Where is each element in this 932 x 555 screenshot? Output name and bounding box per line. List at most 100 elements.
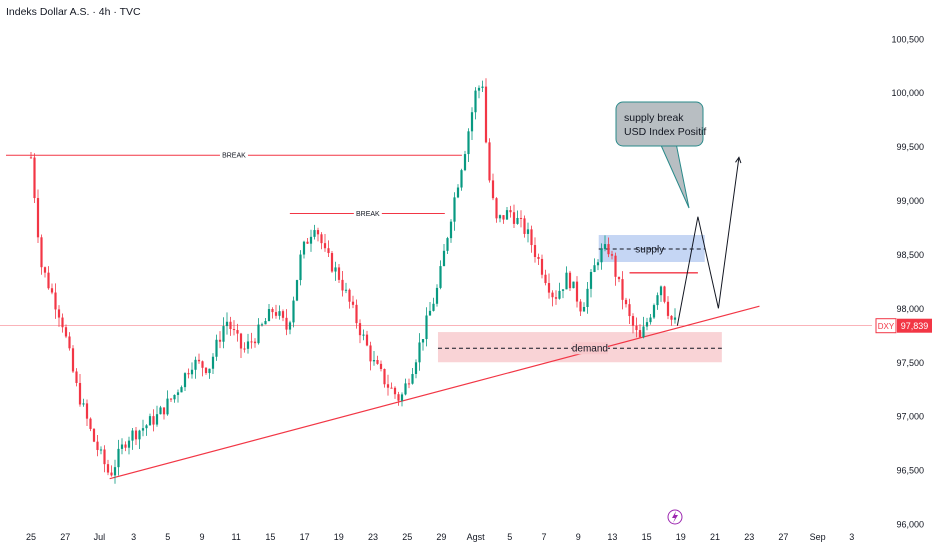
candle (89, 417, 92, 432)
candle-body (666, 301, 670, 316)
candle-body (288, 322, 292, 330)
candle-body (463, 154, 467, 171)
candle-body (523, 218, 526, 234)
candle-body (586, 288, 589, 307)
candle-body (386, 384, 390, 388)
candle (155, 405, 159, 427)
candle-body (484, 86, 488, 143)
candle (54, 283, 57, 319)
candle-body (281, 311, 285, 318)
candle-body (428, 310, 432, 316)
candle-body (29, 157, 33, 159)
candle-body (71, 348, 75, 372)
chart-title: Indeks Dollar A.S. · 4h · TVC (6, 6, 141, 18)
candle-body (187, 373, 190, 375)
candle (292, 296, 295, 328)
candle (418, 333, 421, 371)
candle-body (568, 272, 572, 289)
candle (463, 150, 467, 172)
candle (624, 297, 628, 308)
candle-body (456, 187, 460, 198)
candle-body (607, 244, 610, 255)
candle (183, 372, 187, 392)
candle-body (274, 312, 278, 316)
candle-body (145, 425, 148, 429)
y-tick-label: 99,000 (896, 196, 924, 206)
candle (78, 373, 82, 407)
candle (383, 368, 386, 388)
candle-body (264, 321, 267, 325)
x-tick-label: 3 (131, 532, 136, 542)
candle (180, 385, 183, 393)
candle (614, 252, 617, 286)
candle-body (379, 363, 383, 370)
candle (579, 299, 582, 317)
candle (425, 307, 428, 347)
candle-body (390, 387, 393, 389)
candle-body (61, 317, 64, 328)
candle-body (600, 249, 603, 263)
candle-body (372, 360, 376, 362)
candle (204, 367, 208, 375)
candle (376, 355, 379, 365)
candle-body (138, 430, 141, 440)
candle (229, 316, 232, 336)
candle-body (561, 289, 565, 291)
candle (33, 153, 36, 203)
candle (260, 322, 264, 327)
x-tick-label: 17 (300, 532, 310, 542)
candle-body (106, 464, 110, 473)
callout: supply break USD Index Positif (615, 101, 706, 209)
price-badge: DXY 97,839 (875, 318, 932, 334)
x-tick-label: 15 (642, 532, 652, 542)
break-label-2: BREAK (356, 211, 380, 218)
candle-body (670, 315, 673, 320)
candle (481, 80, 484, 93)
badge-symbol-box (875, 318, 897, 334)
candle-body (267, 309, 271, 322)
candle (281, 309, 285, 322)
candle (453, 192, 456, 231)
candle-body (218, 339, 222, 342)
candle-body (397, 394, 400, 401)
candle-body (246, 341, 250, 349)
candle-body (362, 334, 365, 336)
candle (351, 295, 355, 309)
x-tick-label: 27 (778, 532, 788, 542)
candle (638, 324, 642, 338)
candle (257, 318, 260, 345)
candle-body (656, 295, 659, 306)
candle (407, 378, 411, 389)
candle (131, 427, 134, 450)
lightning-icon-bolt (672, 511, 678, 523)
candle (92, 428, 96, 443)
candle (470, 107, 474, 140)
candle-body (211, 356, 215, 369)
candle (208, 368, 211, 379)
candle (544, 269, 547, 286)
candles-layer (29, 78, 677, 484)
candle (99, 446, 103, 455)
candle (243, 342, 246, 353)
candle (432, 297, 435, 312)
candle (414, 359, 418, 379)
candle-body (554, 297, 558, 299)
candle-body (110, 472, 113, 476)
candle (523, 215, 526, 238)
candle (61, 313, 64, 333)
candle (509, 205, 512, 218)
candle (411, 367, 414, 385)
candle-body (533, 245, 537, 258)
y-tick-label: 100,500 (891, 34, 924, 44)
candle-body (176, 392, 180, 395)
candle-body (99, 449, 103, 451)
y-tick-label: 98,500 (896, 250, 924, 260)
candle-body (292, 300, 295, 323)
candle (400, 392, 404, 407)
candle-body (425, 315, 428, 340)
candle-body (320, 234, 323, 244)
candle-body (183, 373, 187, 388)
candle-body (68, 336, 71, 349)
